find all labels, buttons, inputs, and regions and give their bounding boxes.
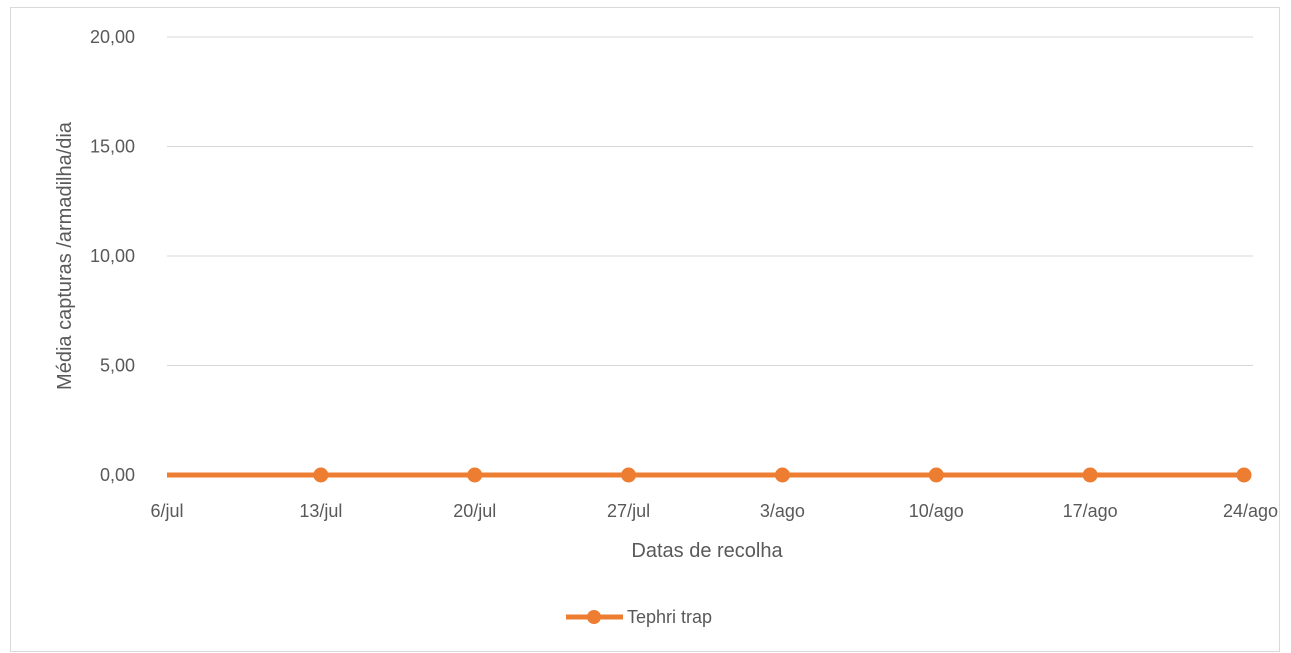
x-tick-label: 10/ago (909, 501, 964, 521)
x-tick-label: 17/ago (1063, 501, 1118, 521)
y-tick-label: 20,00 (90, 27, 135, 47)
data-point (928, 467, 944, 483)
x-tick-label: 13/jul (299, 501, 342, 521)
x-axis-title: Datas de recolha (631, 540, 783, 562)
data-point (774, 467, 790, 483)
y-axis-title: Média capturas /armadilha/dia (54, 121, 76, 390)
data-point (621, 467, 637, 483)
y-tick-label: 15,00 (90, 137, 135, 157)
y-tick-label: 0,00 (100, 465, 135, 485)
x-axis-tick-labels: 6/jul 13/jul 20/jul 27/jul 3/ago 10/ago 17/ago… (150, 501, 1278, 521)
y-tick-label: 10,00 (90, 246, 135, 266)
legend-label: Tephri trap (627, 607, 712, 627)
x-tick-label: 6/jul (150, 501, 183, 521)
data-point (1082, 467, 1098, 483)
data-point (467, 467, 483, 483)
x-tick-label: 24/ago (1223, 501, 1278, 521)
data-point (1236, 467, 1252, 483)
series-layer (167, 467, 1252, 483)
y-tick-label: 5,00 (100, 356, 135, 376)
legend: Tephri trap (566, 607, 712, 627)
y-axis-tick-labels: 0,00 5,00 10,00 15,00 20,00 (90, 27, 135, 485)
x-tick-label: 27/jul (607, 501, 650, 521)
x-tick-label: 3/ago (760, 501, 805, 521)
legend-swatch-marker (587, 610, 601, 624)
chart-frame (10, 7, 1280, 652)
x-tick-label: 20/jul (453, 501, 496, 521)
gridlines (167, 36, 1253, 366)
data-point (313, 467, 329, 483)
